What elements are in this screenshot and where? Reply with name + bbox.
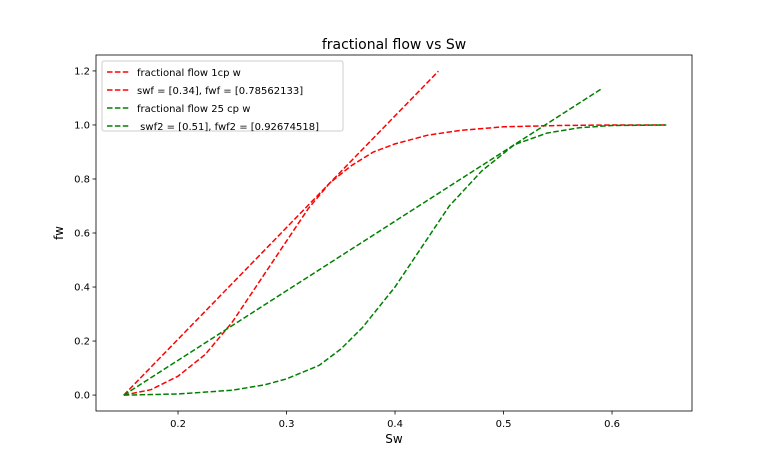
legend-entry: swf = [0.34], fwf = [0.78562133] (137, 86, 303, 97)
y-tick-label: 0.4 (74, 283, 90, 294)
series-line-1 (123, 70, 439, 396)
x-tick-label: 0.3 (279, 419, 295, 430)
legend-entry: fractional flow 1cp w (137, 68, 241, 79)
x-tick-label: 0.2 (170, 419, 186, 430)
x-tick-label: 0.6 (604, 419, 620, 430)
legend-entry: swf2 = [0.51], fwf2 = [0.92674518] (137, 122, 319, 133)
legend-entry: fractional flow 25 cp w (137, 104, 250, 115)
y-tick-label: 0.6 (74, 229, 90, 240)
legend-box (101, 60, 344, 132)
x-axis-label: Sw (385, 432, 403, 446)
y-tick-label: 0.0 (74, 391, 90, 402)
chart-title: fractional flow vs Sw (322, 37, 466, 53)
plot-area: 0.2 0.3 0.4 0.5 0.6 0.0 0.2 0.4 0.6 0.8 1.0 1.2 (74, 54, 693, 430)
series-line-2 (123, 124, 667, 396)
x-tick-label: 0.5 (496, 419, 512, 430)
y-tick-label: 0.8 (74, 174, 90, 185)
x-tick-label: 0.4 (387, 419, 403, 430)
series-line-0 (123, 124, 667, 396)
y-tick-label: 0.2 (74, 337, 90, 348)
legend: fractional flow 1cp w swf = [0.34], fwf =… (101, 60, 344, 133)
series-line-3 (123, 88, 602, 396)
y-tick-label: 1.0 (74, 120, 90, 131)
y-axis-label: fw (52, 226, 66, 240)
y-tick-label: 1.2 (74, 66, 90, 77)
